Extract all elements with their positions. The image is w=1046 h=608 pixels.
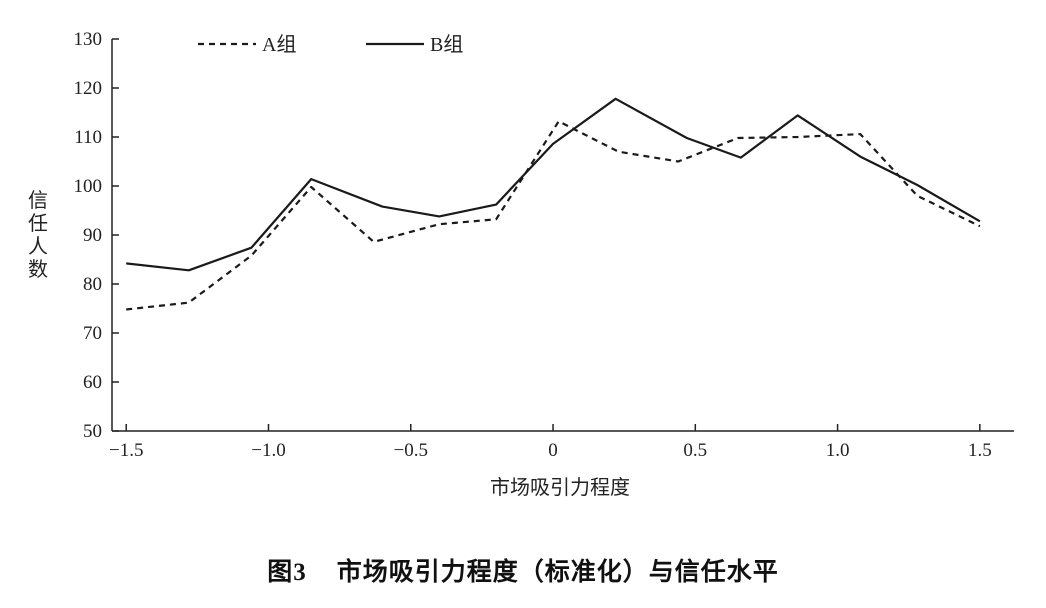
x-tick-label: 1.5 bbox=[968, 440, 992, 461]
x-tick-label: −1.5 bbox=[109, 440, 143, 461]
y-axis-title: 信任人数 bbox=[28, 188, 48, 281]
caption-text: 市场吸引力程度（标准化）与信任水平 bbox=[336, 557, 779, 586]
y-tick-label: 60 bbox=[83, 372, 102, 393]
series-layer bbox=[126, 97, 981, 311]
x-tick-label: 0.5 bbox=[683, 440, 707, 461]
y-tick-label: 120 bbox=[74, 78, 103, 99]
y-tick-label: 50 bbox=[83, 421, 102, 442]
line-chart: 50 60 70 80 90 100 110 120 130 −1.5 −1.0 −0.5 0 0.5 1.… bbox=[28, 29, 1014, 499]
legend-label-b: B组 bbox=[430, 33, 463, 56]
series-b-line bbox=[126, 97, 981, 272]
y-tick-label: 90 bbox=[83, 225, 102, 246]
x-tick-label: 0 bbox=[548, 440, 558, 461]
y-tick-label: 70 bbox=[83, 323, 102, 344]
x-tick-label: −1.0 bbox=[251, 440, 285, 461]
legend: A组 B组 bbox=[198, 33, 463, 56]
y-tick-label: 110 bbox=[74, 127, 102, 148]
caption-number: 3 bbox=[293, 559, 307, 586]
x-axis-title: 市场吸引力程度 bbox=[490, 475, 630, 499]
axes: 50 60 70 80 90 100 110 120 130 −1.5 −1.0 −0.5 0 0.5 1.… bbox=[74, 29, 1014, 461]
x-tick-label: −0.5 bbox=[394, 440, 428, 461]
figure-caption: 图3 市场吸引力程度（标准化）与信任水平 bbox=[0, 552, 1046, 588]
legend-label-a: A组 bbox=[262, 33, 296, 56]
y-tick-label: 100 bbox=[74, 176, 103, 197]
y-tick-label: 80 bbox=[83, 274, 102, 295]
caption-prefix: 图 bbox=[267, 557, 294, 586]
series-a-line bbox=[126, 120, 981, 311]
y-tick-label: 130 bbox=[74, 29, 103, 50]
x-tick-label: 1.0 bbox=[826, 440, 850, 461]
